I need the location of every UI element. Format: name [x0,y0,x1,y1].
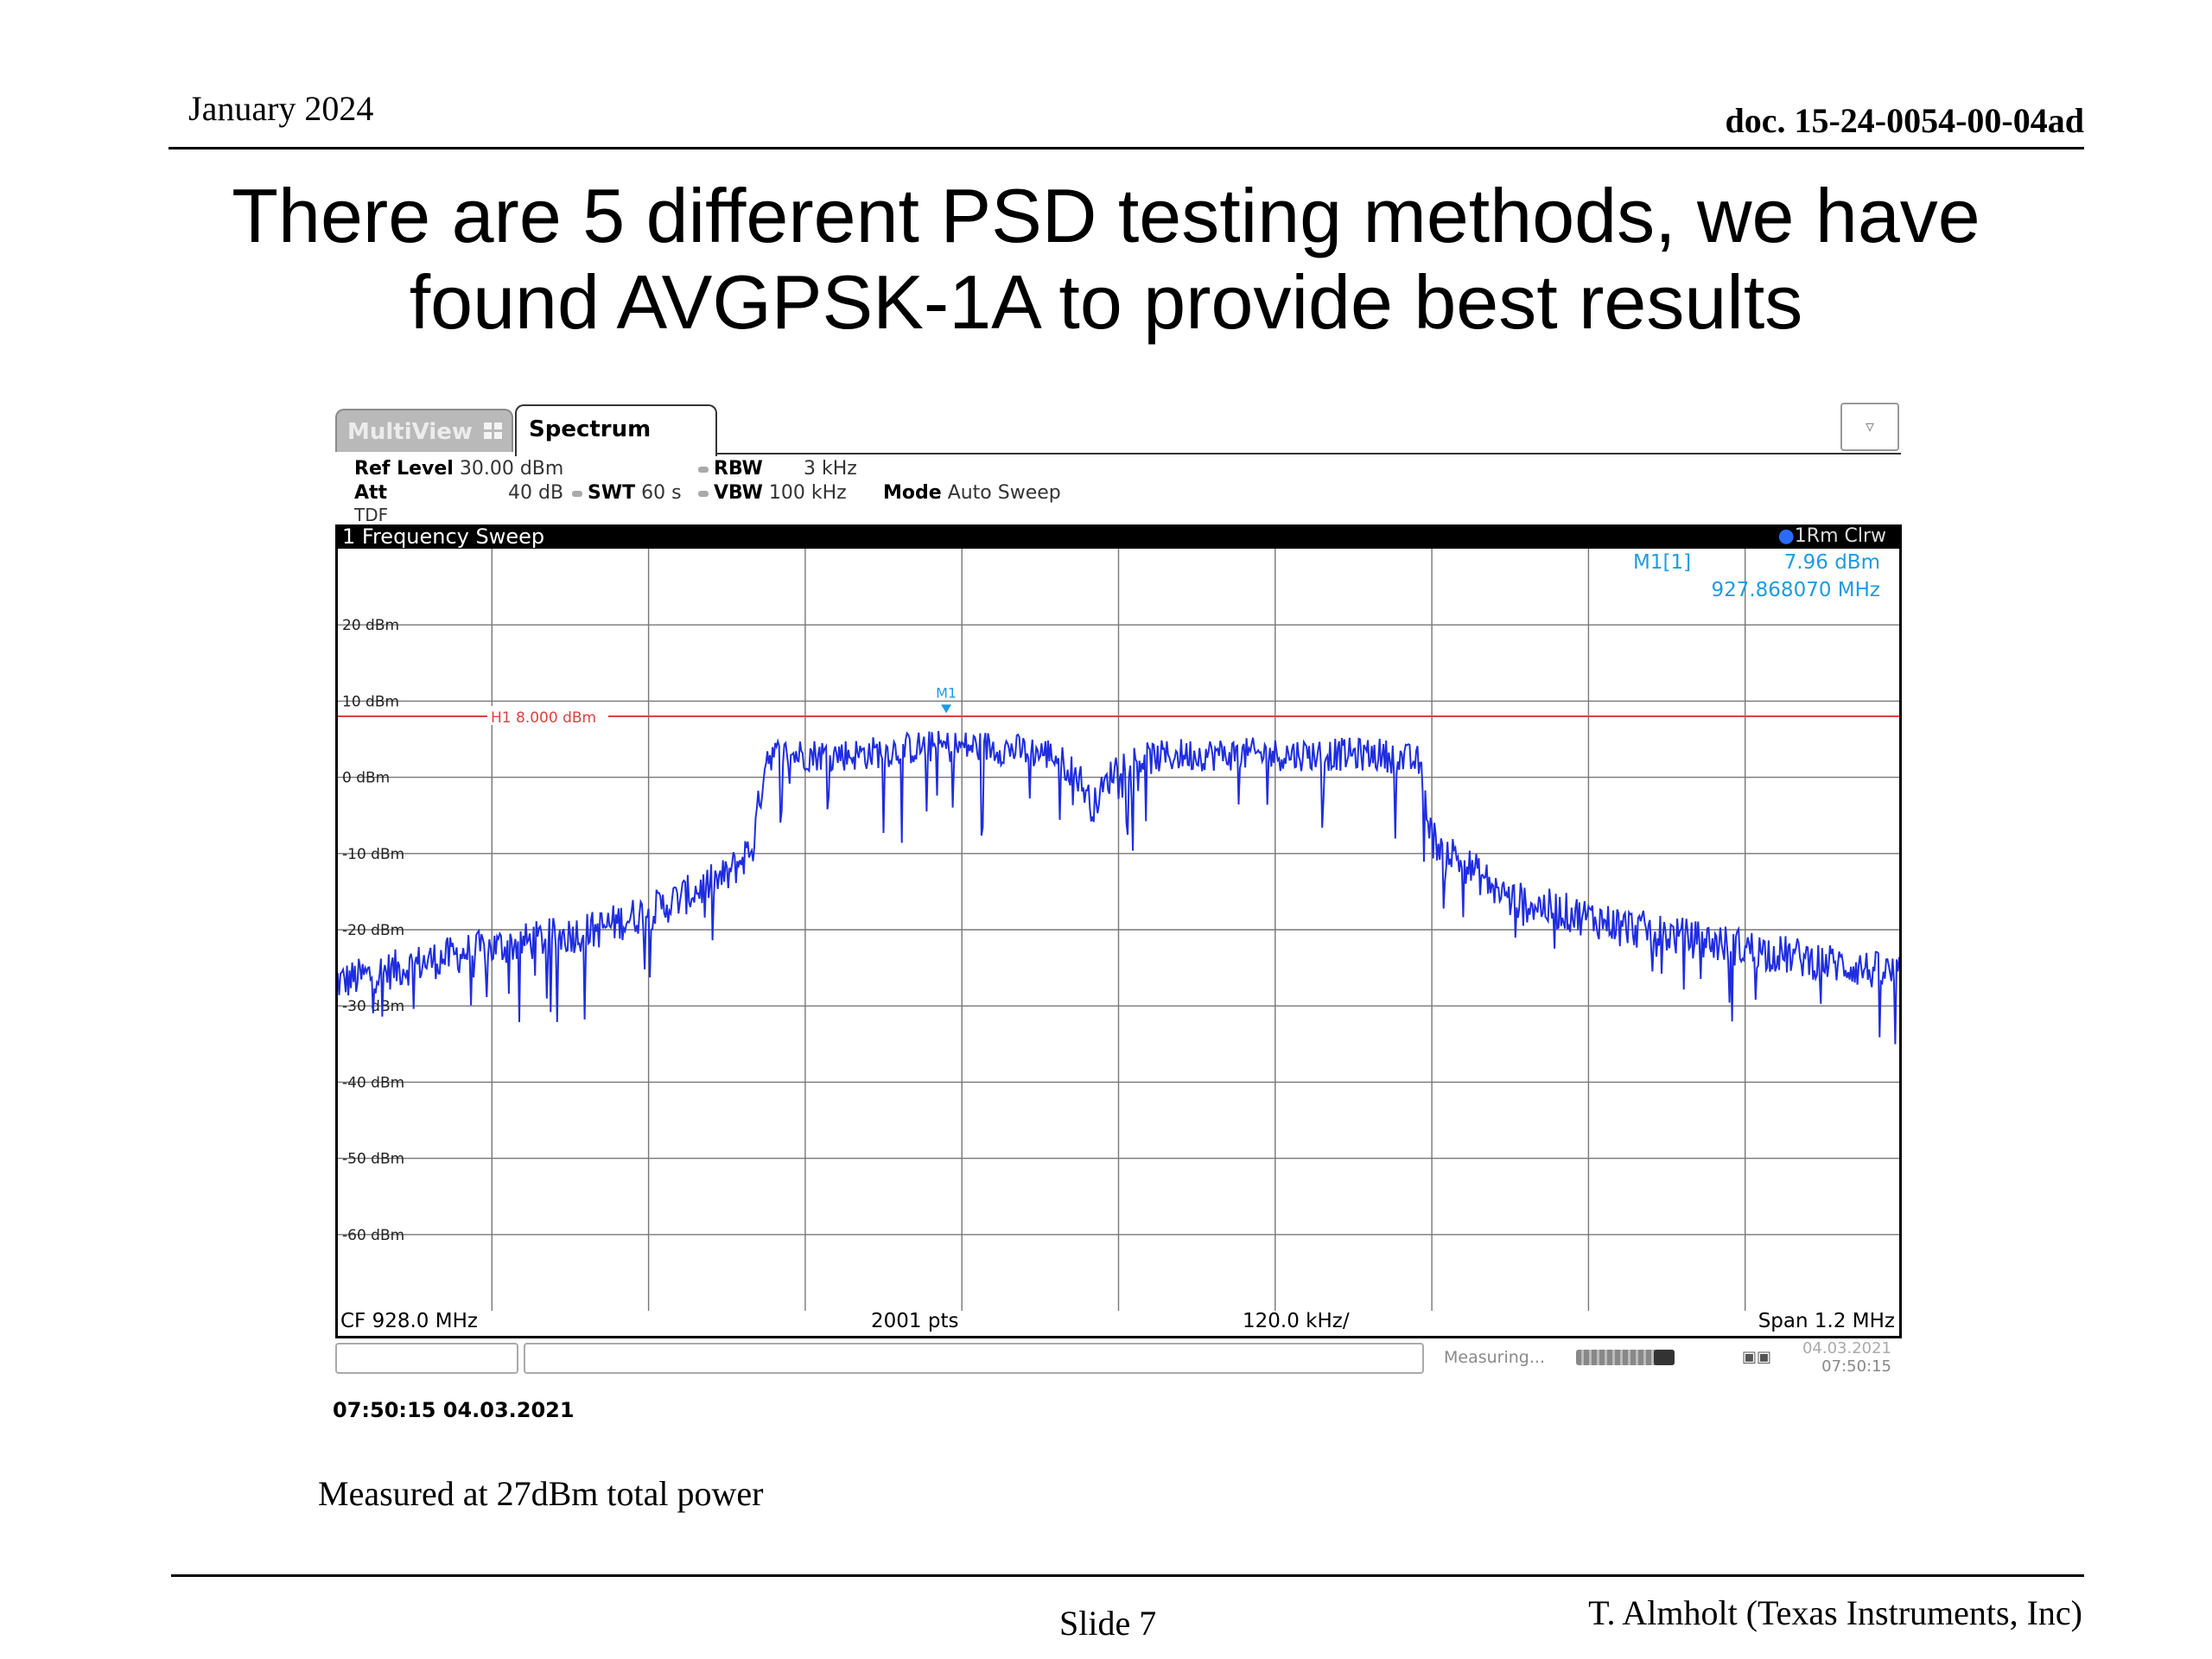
sweep-points: 2001 pts [871,1310,959,1332]
swt-setting: SWT 60 s [572,482,682,504]
tab-spectrum-label: Spectrum [529,416,652,442]
tab-multiview-label: MultiView [347,419,473,445]
status-time: 07:50:15 [1821,1357,1891,1376]
capture-timestamp: 07:50:15 04.03.2021 [333,1398,575,1422]
vbw-label: VBW [714,482,763,504]
vbw-indicator-icon [698,490,709,497]
center-frequency: CF 928.0 MHz [340,1310,478,1332]
marker-frequency: 927.868070 MHz [1711,579,1880,601]
swt-indicator-icon [572,490,582,497]
tab-spectrum[interactable]: Spectrum [515,404,717,456]
status-row: Measuring... ▣▣ 04.03.2021 07:50:15 [335,1339,1902,1379]
freq-per-div: 120.0 kHz/ [1243,1310,1350,1332]
plot-footer: CF 928.0 MHz 2001 pts 120.0 kHz/ Span 1.… [335,1310,1902,1336]
marker-flag-label: M1 [936,684,957,701]
y-tick-label: 0 dBm [342,770,390,787]
y-tick-label: 10 dBm [342,693,399,710]
ref-level-value: 30.00 dBm [459,458,564,480]
trace-label-text: 1Rm Clrw [1794,525,1886,547]
status-date: 04.03.2021 [1802,1339,1891,1357]
att-label: Att [354,482,388,504]
swt-value: 60 s [641,482,682,504]
tab-multiview[interactable]: MultiView [335,409,513,452]
plot-grid [335,549,1902,1311]
swt-label: SWT [588,482,636,504]
chevron-down-icon: ▿ [1865,417,1875,436]
trace-line [335,730,1902,1045]
footer-rule [171,1574,2084,1577]
author: T. Almholt (Texas Instruments, Inc) [1588,1593,2082,1632]
progress-fill [1654,1350,1675,1365]
mode-value: Auto Sweep [947,482,1061,504]
y-tick-label: 20 dBm [342,617,399,634]
ref-level-setting: Ref Level 30.00 dBm [354,458,563,480]
vbw-setting: VBW 100 kHz [698,482,847,504]
dropdown-button[interactable]: ▿ [1840,403,1899,451]
rbw-indicator-icon [698,466,709,473]
status-field-left[interactable] [335,1343,518,1374]
h1-line-group: H1 8.000 dBm [335,706,1902,727]
ref-level-label: Ref Level [354,458,454,480]
vbw-value: 100 kHz [768,482,847,504]
caption: Measured at 27dBm total power [318,1474,764,1513]
slide-title: There are 5 different PSD testing method… [156,173,2056,346]
y-tick-label: -60 dBm [342,1227,404,1244]
slide-title-line2: found AVGPSK-1A to provide best results [409,259,1803,345]
rbw-setting: RBW [698,458,763,480]
progress-bar [1576,1350,1675,1365]
marker-triangle-icon [941,704,952,714]
h1-label: H1 8.000 dBm [491,709,596,727]
y-tick-label: -20 dBm [342,922,404,939]
tdf-label: TDF [354,505,389,525]
y-tick-label: -10 dBm [342,846,404,863]
trace-label: ●1Rm Clrw [1778,524,1886,549]
header-date: January 2024 [188,89,374,128]
plot-header: 1 Frequency Sweep ●1Rm Clrw [335,524,1902,549]
span-value: Span 1.2 MHz [1758,1310,1895,1332]
rbw-label: RBW [714,458,763,480]
marker-level: 7.96 dBm [1783,551,1880,574]
mode-setting: Mode Auto Sweep [883,482,1061,504]
marker-name: M1[1] [1633,551,1692,574]
plot-frame [335,524,1902,1338]
slide-title-line1: There are 5 different PSD testing method… [232,173,1980,258]
h1-label-bg [487,706,608,726]
trace-dot-icon: ● [1777,525,1795,547]
grid-icon [484,423,503,440]
status-field-main[interactable] [524,1343,1424,1374]
plot-title: 1 Frequency Sweep [342,524,545,549]
header-doc-id: doc. 15-24-0054-00-04ad [1725,101,2084,140]
att-setting: Att [354,482,387,504]
rbw-value: 3 kHz [804,458,857,480]
y-tick-label: -40 dBm [342,1074,404,1091]
att-value: 40 dB [508,482,564,504]
tab-underline [717,453,1901,454]
mode-label: Mode [883,482,942,504]
header-rule [168,147,2084,149]
marker-group: M1 [936,684,957,714]
y-tick-label: -50 dBm [342,1151,404,1168]
slide-number: Slide 7 [1059,1604,1157,1643]
measuring-status: Measuring... [1444,1348,1545,1367]
network-icon: ▣▣ [1742,1348,1772,1366]
